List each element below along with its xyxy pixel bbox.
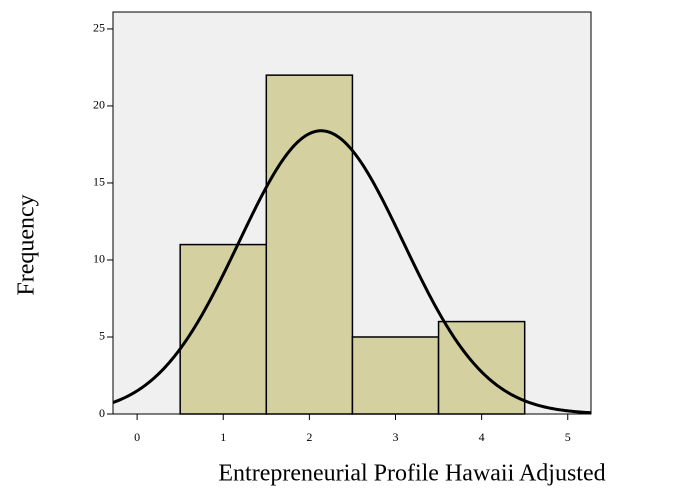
x-tick-label: 4 (479, 430, 485, 444)
y-tick-label: 0 (99, 406, 105, 420)
y-tick-label: 20 (93, 98, 105, 112)
y-tick-label: 25 (93, 21, 105, 35)
bar (351, 336, 440, 415)
y-axis-label: Frequency (14, 194, 40, 295)
x-axis-label: Entrepreneurial Profile Hawaii Adjusted (218, 461, 605, 487)
x-tick-label: 5 (565, 430, 571, 444)
y-tick-label: 10 (93, 252, 105, 266)
y-tick-label: 5 (99, 329, 105, 343)
bar (265, 74, 354, 415)
y-tick-label: 15 (93, 175, 105, 189)
normal-curve (112, 129, 592, 415)
x-tick-label: 2 (306, 430, 312, 444)
x-tick-label: 1 (220, 430, 226, 444)
x-tick-label: 3 (392, 430, 398, 444)
x-tick-label: 0 (134, 430, 140, 444)
